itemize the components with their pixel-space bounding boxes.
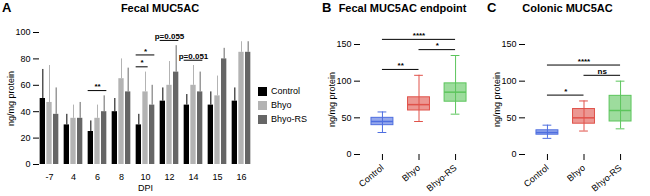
svg-text:4: 4 [71, 172, 76, 182]
svg-text:20: 20 [20, 133, 30, 143]
svg-text:*: * [436, 41, 440, 50]
svg-text:0: 0 [511, 149, 516, 159]
svg-text:12: 12 [164, 172, 174, 182]
svg-text:80: 80 [20, 54, 30, 64]
svg-text:8: 8 [119, 172, 124, 182]
svg-text:40: 40 [20, 107, 30, 117]
svg-text:Bhyo: Bhyo [565, 163, 587, 184]
svg-text:DPI: DPI [138, 183, 153, 193]
svg-text:60: 60 [20, 80, 30, 90]
svg-text:p=0.055: p=0.055 [155, 32, 185, 41]
svg-text:****: **** [413, 31, 426, 40]
svg-text:*: * [141, 58, 145, 67]
svg-text:Control: Control [522, 163, 551, 189]
svg-text:0: 0 [25, 159, 30, 169]
svg-text:ng/mg protein: ng/mg protein [327, 72, 337, 127]
html-text:Bhyo-RS: Bhyo-RS [271, 114, 307, 124]
svg-text:100: 100 [501, 76, 516, 86]
svg-text:-7: -7 [45, 172, 53, 182]
svg-text:15: 15 [212, 172, 222, 182]
html-text:A: A [2, 0, 12, 15]
svg-text:****: **** [578, 57, 591, 66]
svg-text:Control: Control [357, 163, 386, 189]
svg-text:p=0.051: p=0.051 [179, 52, 209, 61]
svg-text:ng/mg protein: ng/mg protein [492, 72, 502, 127]
svg-text:10: 10 [140, 172, 150, 182]
svg-text:ng/mg protein: ng/mg protein [6, 71, 16, 126]
html-text:C: C [487, 0, 497, 15]
html-text:Fecal MUC5AC: Fecal MUC5AC [120, 2, 200, 14]
svg-text:100: 100 [15, 27, 30, 37]
html-text:Fecal MUC5AC endpoint: Fecal MUC5AC endpoint [338, 2, 467, 14]
html-text:Colonic MUC5AC: Colonic MUC5AC [522, 2, 613, 14]
svg-text:*: * [144, 47, 148, 56]
svg-text:**: ** [94, 82, 101, 91]
svg-text:**: ** [398, 61, 405, 70]
svg-text:150: 150 [501, 39, 516, 49]
svg-text:Bhyo-RS: Bhyo-RS [590, 163, 624, 194]
svg-text:6: 6 [95, 172, 100, 182]
svg-text:50: 50 [506, 113, 516, 123]
svg-text:0: 0 [346, 149, 351, 159]
html-text:B: B [322, 0, 332, 15]
html-text:Control: Control [271, 86, 300, 96]
svg-text:14: 14 [188, 172, 198, 182]
svg-text:150: 150 [336, 39, 351, 49]
svg-text:ns: ns [598, 67, 608, 76]
svg-text:100: 100 [336, 76, 351, 86]
svg-text:Bhyo: Bhyo [400, 163, 422, 184]
svg-text:*: * [564, 87, 568, 96]
svg-text:50: 50 [341, 113, 351, 123]
svg-text:16: 16 [236, 172, 246, 182]
html-text:Bhyo: Bhyo [271, 100, 292, 110]
svg-text:Bhyo-RS: Bhyo-RS [425, 163, 459, 194]
